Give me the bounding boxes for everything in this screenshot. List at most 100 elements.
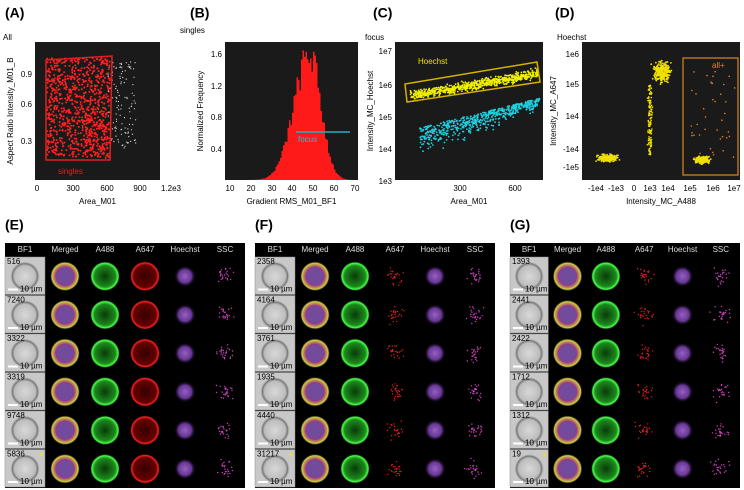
dot [90,113,92,115]
dot [480,347,481,348]
dot [96,134,98,136]
dot [68,145,70,147]
dot [724,113,726,115]
scale-label: 10 µm [20,477,43,486]
dot [474,279,475,280]
dot [524,75,526,77]
cell-image [672,342,694,364]
dot [724,394,725,395]
dot [97,89,99,91]
dot [646,476,647,477]
dot [88,79,90,81]
dot [89,62,91,64]
dot [514,112,516,114]
dot [466,128,468,130]
dot [478,271,479,272]
dot [120,115,121,116]
dot [476,129,478,131]
dot [440,123,442,125]
dot [394,429,395,430]
dot [430,90,432,92]
dot [58,110,60,112]
dot [463,127,465,129]
dot [398,285,399,286]
dot [727,322,728,323]
dot [610,154,612,156]
dot [387,430,388,431]
dot [651,112,653,114]
histogram-bar [288,128,290,180]
dot [228,476,229,477]
dot [59,137,61,139]
dot [223,350,224,351]
dot [485,112,487,114]
dot [648,271,649,272]
dot [481,115,483,117]
histogram-bar [267,177,269,180]
dot [114,127,115,128]
dot [64,122,66,124]
dot [716,473,717,474]
x-tick-label: 0 [35,184,40,193]
dot [100,72,102,74]
dot [387,348,388,349]
dot [104,130,106,132]
dot [224,312,225,313]
dot [62,145,64,147]
dot [105,93,107,95]
dot [54,105,56,107]
dot [67,75,69,77]
dot [98,148,100,150]
dot [73,119,75,121]
dot [219,312,220,313]
column-header: Merged [554,245,581,254]
dot [647,144,649,146]
dot [400,471,401,472]
dot [64,81,66,83]
marker: ✶ [288,451,295,460]
dot [107,86,109,88]
dot [223,428,224,429]
dot [102,143,104,145]
dot [229,473,230,474]
dot [643,313,644,314]
dot [719,396,720,397]
dot [487,81,489,83]
dot [218,281,219,282]
dot [121,63,122,64]
cell-image [130,300,160,330]
cell-overlay [306,267,324,285]
dot [128,136,129,137]
dot [646,386,647,387]
dot [50,93,52,95]
scale-bar [8,404,18,406]
dot [391,273,392,274]
dot [96,58,98,60]
dot [643,472,644,473]
histogram-bar [307,59,309,180]
dot [74,89,76,91]
dot [529,80,531,82]
dot [663,62,665,64]
dot [55,142,57,144]
dot [392,391,393,392]
dot [720,423,721,424]
dot [50,132,52,134]
dot [461,85,463,87]
dot [722,272,723,273]
dot [659,67,661,69]
histogram-bar [342,178,344,180]
dot [529,113,531,115]
dot [88,109,90,111]
dot [638,470,639,471]
dot [508,110,510,112]
dot [722,426,723,427]
dot [49,130,51,132]
dot [704,129,706,131]
dot [76,110,78,112]
dot [126,142,127,143]
dot [60,153,62,155]
dot [61,137,63,139]
dot [727,385,728,386]
dot [85,150,87,152]
